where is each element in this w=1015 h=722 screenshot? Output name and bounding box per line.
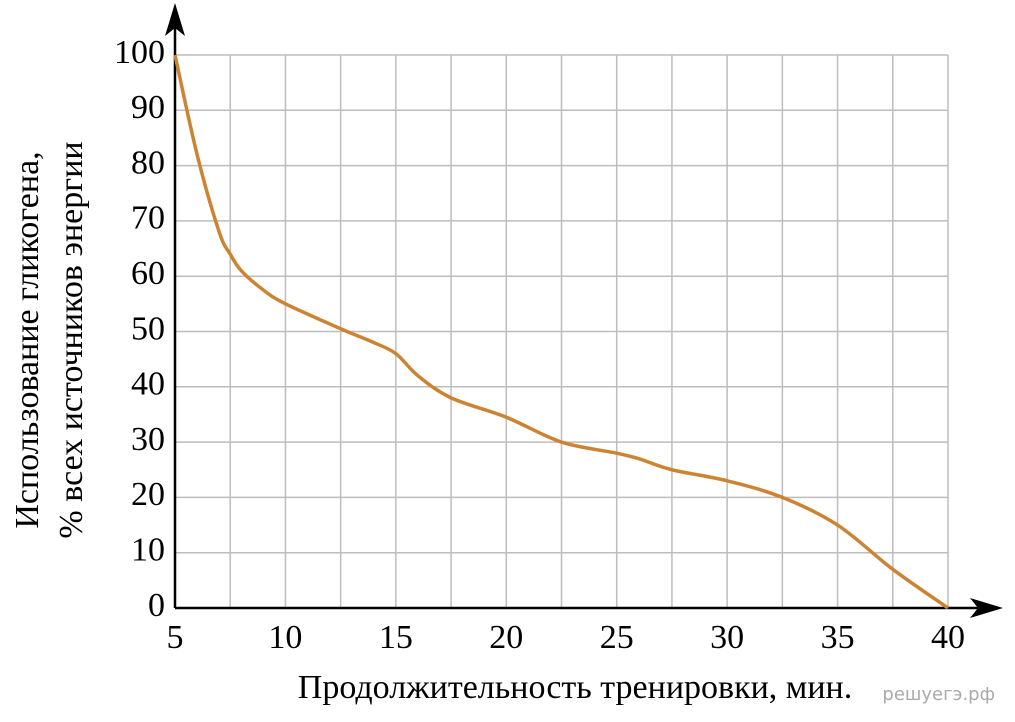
- x-tick-label: 35: [821, 619, 855, 656]
- y-tick-label: 0: [148, 587, 165, 624]
- y-tick-label: 30: [131, 421, 165, 458]
- y-tick-label: 50: [131, 310, 165, 347]
- x-tick-label: 15: [379, 619, 413, 656]
- x-tick-label: 25: [600, 619, 634, 656]
- y-tick-label: 80: [131, 144, 165, 181]
- x-tick-label: 40: [931, 619, 965, 656]
- y-tick-label: 100: [114, 34, 165, 71]
- y-axis-arrow: [165, 3, 185, 36]
- x-tick-label: 20: [489, 619, 523, 656]
- y-tick-label: 10: [131, 531, 165, 568]
- x-tick-label: 30: [710, 619, 744, 656]
- y-axis-title-line: Использование гликогена,: [9, 151, 46, 528]
- y-tick-label: 70: [131, 200, 165, 237]
- y-axis-title: Использование гликогена, % всех источник…: [9, 141, 90, 538]
- data-line: [173, 54, 950, 610]
- y-axis-title-line: % всех источников энергии: [53, 141, 90, 538]
- y-tick-label: 20: [131, 476, 165, 513]
- x-tick-label: 10: [268, 619, 302, 656]
- x-axis-title: Продолжительность тренировки, мин.: [298, 669, 852, 706]
- watermark: решуегэ.рф: [882, 684, 995, 705]
- y-tick-label: 90: [131, 89, 165, 126]
- x-axis-arrow: [970, 598, 1003, 618]
- y-tick-label: 60: [131, 255, 165, 292]
- x-tick-label: 5: [167, 619, 184, 656]
- y-tick-label: 40: [131, 366, 165, 403]
